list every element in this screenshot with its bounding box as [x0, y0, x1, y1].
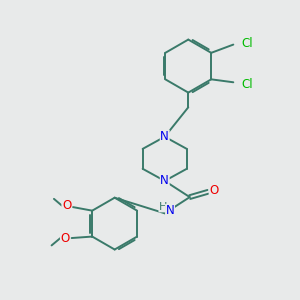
Text: N: N: [166, 204, 174, 218]
Text: N: N: [160, 174, 169, 188]
Text: N: N: [160, 130, 169, 143]
Text: H: H: [159, 202, 167, 212]
Text: Cl: Cl: [242, 37, 253, 50]
Text: O: O: [209, 184, 218, 197]
Text: O: O: [62, 199, 71, 212]
Text: Cl: Cl: [242, 78, 253, 91]
Text: O: O: [61, 232, 70, 244]
